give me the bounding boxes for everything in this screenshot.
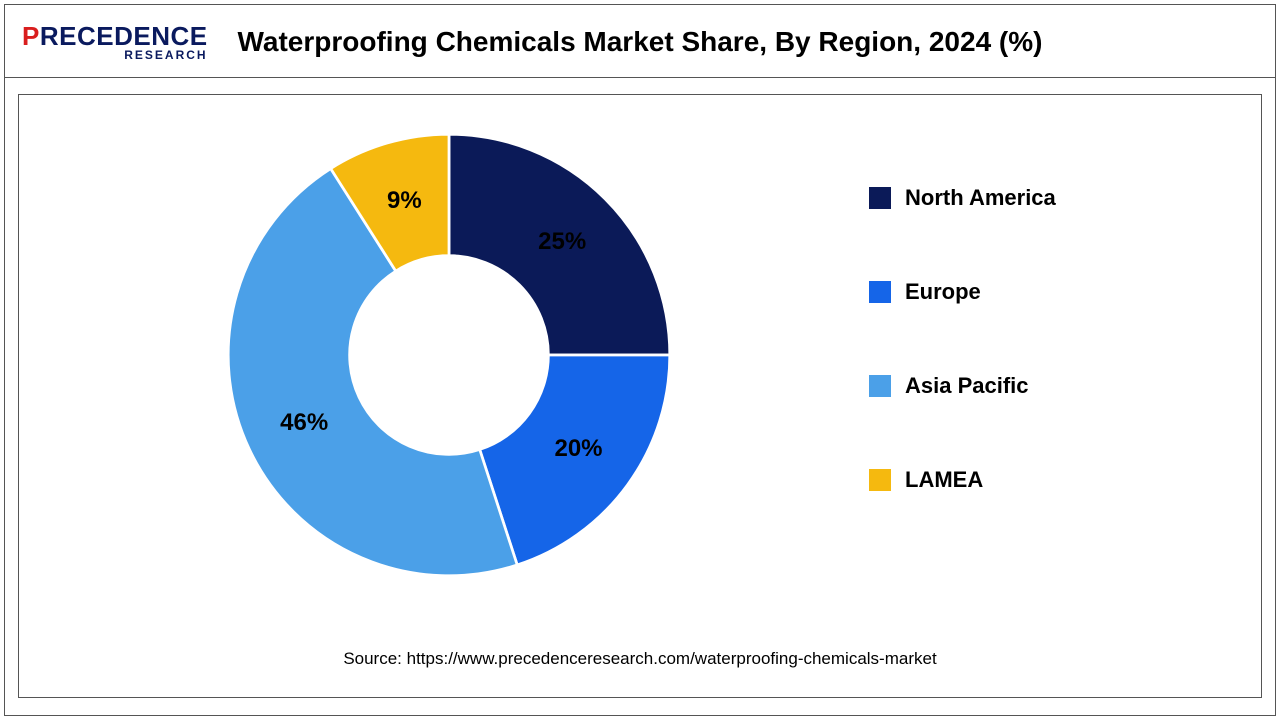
legend: North America Europe Asia Pacific LAMEA (869, 185, 1056, 493)
source-citation: Source: https://www.precedenceresearch.c… (19, 649, 1261, 669)
legend-swatch (869, 187, 891, 209)
slice-label: 25% (538, 228, 586, 256)
chart-area: 25% 20% 46% 9% North America Europe Asia Paci… (19, 115, 1261, 627)
header-bar: PRECEDENCE RESEARCH Waterproofing Chemic… (4, 4, 1276, 78)
slice-label: 9% (387, 187, 422, 215)
slice-label: 20% (554, 435, 602, 463)
donut-svg (219, 125, 679, 585)
legend-label: Asia Pacific (905, 373, 1029, 399)
chart-container: 25% 20% 46% 9% North America Europe Asia Paci… (18, 94, 1262, 698)
legend-label: LAMEA (905, 467, 983, 493)
legend-item: LAMEA (869, 467, 1056, 493)
chart-title: Waterproofing Chemicals Market Share, By… (4, 26, 1276, 58)
legend-label: Europe (905, 279, 981, 305)
legend-item: North America (869, 185, 1056, 211)
legend-swatch (869, 375, 891, 397)
slice-label: 46% (280, 409, 328, 437)
legend-item: Asia Pacific (869, 373, 1056, 399)
donut-chart: 25% 20% 46% 9% (219, 125, 679, 585)
legend-swatch (869, 469, 891, 491)
legend-label: North America (905, 185, 1056, 211)
legend-item: Europe (869, 279, 1056, 305)
legend-swatch (869, 281, 891, 303)
